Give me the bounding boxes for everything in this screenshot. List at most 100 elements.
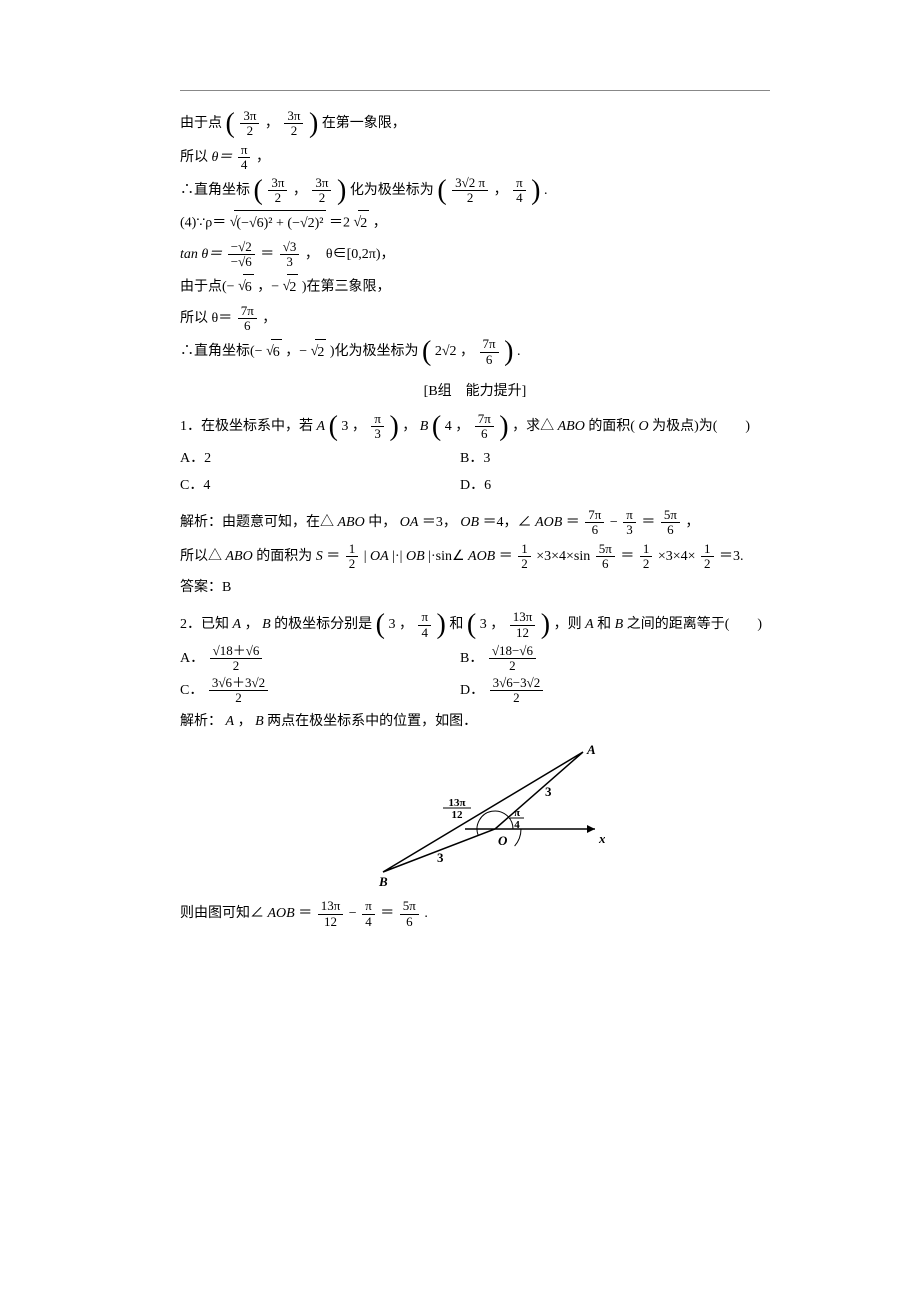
theta: θ＝ <box>212 150 233 165</box>
frac: π3 <box>623 508 636 538</box>
sqrt2: √2 <box>311 339 327 365</box>
rparen: ) <box>309 117 318 131</box>
txt: 在第一象限， <box>322 116 406 131</box>
txt: ，− <box>257 279 279 294</box>
eq: ＝ <box>641 515 655 530</box>
txt: 中， <box>368 515 396 530</box>
q1-stem: 1．在极坐标系中，若 A ( 3 ， π3 ) ， B ( 4 ， 7π6 ) … <box>180 412 770 442</box>
OB: OB <box>460 515 479 530</box>
label: D． <box>460 683 484 698</box>
q2-sol-2: 则由图可知∠ AOB ＝ 13π12 − π4 ＝ 5π6 . <box>180 899 770 929</box>
txt: ， <box>262 311 276 326</box>
q1-optC: C．4 <box>180 473 460 498</box>
txt: 的极坐标分别是 <box>274 617 372 632</box>
lparen: ( <box>437 184 446 198</box>
S: S <box>316 549 323 564</box>
q2-optC: C． 3√6＋3√22 <box>180 676 460 706</box>
txt: (4)∵ρ＝ <box>180 215 226 230</box>
txt: ＝ <box>326 549 340 564</box>
AOB: AOB <box>535 515 562 530</box>
txt: ×3×4× <box>658 549 696 564</box>
A: A <box>317 419 326 434</box>
q2-optB: B． √18−√62 <box>460 644 770 674</box>
intro-l6: 由于点(− √6 ，− √2 )在第三象限， <box>180 274 770 300</box>
sqrt6: √6 <box>238 274 254 300</box>
frac: π4 <box>362 899 375 929</box>
rparen: ) <box>504 345 513 359</box>
intro-l8: ∴直角坐标(− √6 ，− √2 )化为极坐标为 ( 2√2 ， 7π6 ) . <box>180 337 770 367</box>
minus: − <box>349 906 357 921</box>
txt: ＝ <box>620 549 634 564</box>
txt: . <box>424 906 428 921</box>
frac: 12 <box>640 542 653 572</box>
B: B <box>615 617 624 632</box>
svg-text:3: 3 <box>437 850 444 865</box>
txt: 2．已知 <box>180 617 233 632</box>
q2-figure: xOAB33π413π12 <box>345 744 605 889</box>
frac: 13π12 <box>318 899 344 929</box>
B: B <box>262 617 271 632</box>
frac: √18＋√62 <box>210 644 263 674</box>
txt: 两点在极坐标系中的位置，如图． <box>267 714 477 729</box>
txt: . <box>517 344 521 359</box>
frac: 3π2 <box>268 176 287 206</box>
q1-sol-2: 所以△ ABO 的面积为 S ＝ 12 | OA |·| OB |·sin∠ A… <box>180 542 770 572</box>
q2-optD: D． 3√6−3√22 <box>460 676 770 706</box>
txt: ， <box>373 215 387 230</box>
txt: ＝4，∠ <box>483 515 532 530</box>
B: B <box>420 419 429 434</box>
txt: ×3×4×sin <box>536 549 590 564</box>
txt: ∴直角坐标(− <box>180 344 263 359</box>
frac: 3π2 <box>284 109 303 139</box>
txt: ，− <box>285 344 307 359</box>
txt: ＝ <box>298 906 312 921</box>
txt: ， <box>238 714 252 729</box>
q1-opts-row1: A．2 B．3 <box>180 446 770 471</box>
txt: 为极点)为( ) <box>652 419 750 434</box>
frac: 13π12 <box>510 610 536 640</box>
intro-l4: (4)∵ρ＝ √(−√6)² + (−√2)² ＝2 √2 ， <box>180 210 770 236</box>
comma: ， <box>490 617 504 632</box>
comma: ， <box>402 419 416 434</box>
O: O <box>638 419 648 434</box>
ABO: ABO <box>226 549 253 564</box>
txt: 的面积( <box>588 419 635 434</box>
minus: − <box>610 515 618 530</box>
label: B． <box>460 651 483 666</box>
txt: 所以 <box>180 150 212 165</box>
frac: 3√6＋3√22 <box>209 676 268 706</box>
A: A <box>226 714 235 729</box>
frac: 7π6 <box>475 412 494 442</box>
intro-l5: tan θ＝ −√2−√6 ＝ √33 ， θ∈[0,2π)， <box>180 240 770 270</box>
rparen: ) <box>531 184 540 198</box>
txt: ， θ∈[0,2π)， <box>305 247 395 262</box>
frac: 12 <box>701 542 714 572</box>
txt: ＝ <box>499 549 513 564</box>
txt: ， <box>256 150 270 165</box>
svg-text:4: 4 <box>514 819 520 831</box>
q2-optA: A． √18＋√62 <box>180 644 460 674</box>
txt: ＝ <box>260 247 274 262</box>
svg-text:O: O <box>498 833 508 848</box>
txt: 1．在极坐标系中，若 <box>180 419 317 434</box>
r: 3 <box>388 617 395 632</box>
intro-l2: 所以 θ＝ π4 ， <box>180 143 770 173</box>
txt: tan θ＝ <box>180 247 222 262</box>
frac: 3√2 π2 <box>452 176 488 206</box>
frac: π4 <box>418 610 431 640</box>
txt: . <box>544 183 548 198</box>
q2-opts-row1: A． √18＋√62 B． √18−√62 <box>180 644 770 674</box>
txt: ∴直角坐标 <box>180 183 250 198</box>
q2-stem: 2．已知 A ， B 的极坐标分别是 ( 3 ， π4 ) 和 ( 3 ， 13… <box>180 610 770 640</box>
frac: √18−√62 <box>489 644 536 674</box>
rparen: ) <box>499 420 508 434</box>
frac: −√2−√6 <box>228 240 255 270</box>
txt: 所以 θ＝ <box>180 311 232 326</box>
txt: |·| <box>392 549 402 564</box>
q1-ans: 答案：B <box>180 575 770 600</box>
sqrt2: √2 <box>354 210 370 236</box>
frac: 5π6 <box>596 542 615 572</box>
top-rule <box>180 90 770 91</box>
txt: 解析：由题意可知，在△ <box>180 515 334 530</box>
txt: ＝2 <box>329 215 350 230</box>
